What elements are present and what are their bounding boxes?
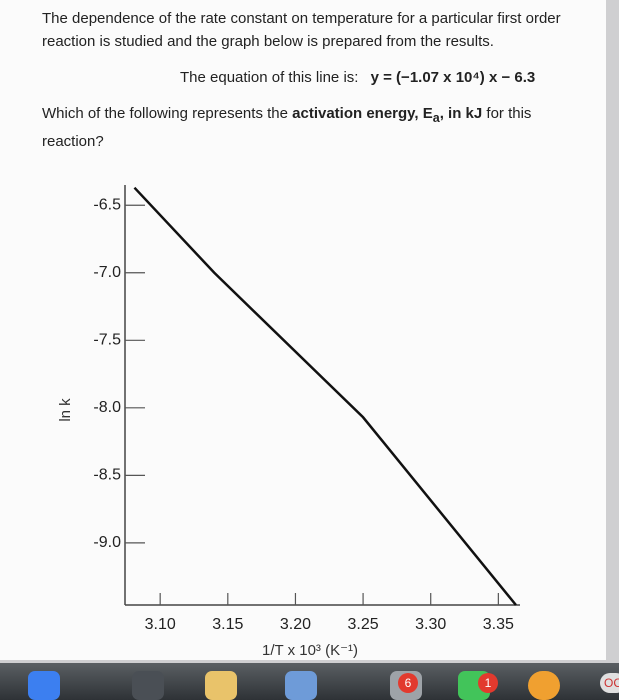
dock-icon[interactable] [528,671,560,700]
ask-sub: a [432,111,440,125]
equation: y = (−1.07 x 10⁴) x − 6.3 [370,69,536,86]
x-tick-label: 3.30 [415,616,446,633]
ask-start: Which of the following represents the [42,105,293,122]
ask-end: for this reaction? [42,105,532,150]
y-tick-label: -7.5 [93,332,121,349]
y-tick-label: -8.0 [93,399,121,416]
y-tick-label: -9.0 [93,534,121,551]
x-tick-label: 3.20 [280,616,311,633]
y-tick-label: -8.5 [93,467,121,484]
dock: 6 1 OC [0,663,619,700]
x-tick-label: 3.10 [145,616,176,633]
chart: ln k 1/T x 10³ (K⁻¹) -6.5 -7.0 -7.5 -8.0 -8.… [57,185,520,659]
x-tick-label: 3.15 [212,616,243,633]
equation-line: The equation of this line is: y = (−1.07… [180,66,535,89]
badge: 1 [478,673,498,693]
badge: OC [600,673,619,693]
intro-text: The dependence of the rate constant on t… [42,10,561,50]
y-axis-label: ln k [57,398,74,422]
dock-icon[interactable] [205,671,237,700]
ask-bold: activation energy, E [292,105,433,122]
equation-lead: The equation of this line is: [180,69,359,86]
dock-icon[interactable] [132,671,164,700]
dock-icon[interactable] [285,671,317,700]
question-card: The dependence of the rate constant on t… [0,0,606,660]
y-tick-label: -7.0 [93,264,121,281]
dock-icon[interactable] [28,671,60,700]
data-line [133,186,517,606]
x-tick-label: 3.25 [348,616,379,633]
badge: 6 [398,673,418,693]
y-tick-label: -6.5 [93,196,121,213]
x-axis-label: 1/T x 10³ (K⁻¹) [262,642,358,659]
x-tick-label: 3.35 [483,616,514,633]
ask-bold-end: , in kJ [439,105,483,122]
question-text: Which of the following represents the ac… [42,102,582,153]
